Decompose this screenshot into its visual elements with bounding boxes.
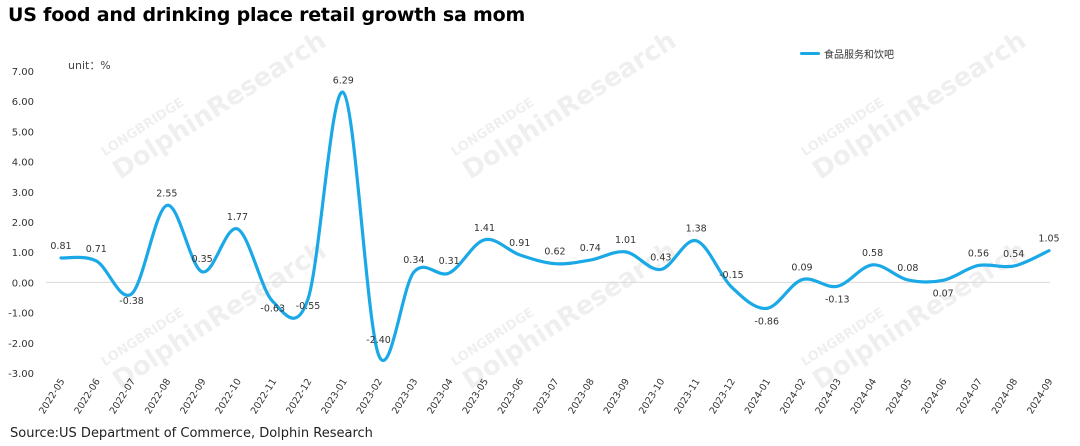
data-label: -2.40 [366, 335, 391, 346]
x-tick-label: 2024-07 [955, 377, 985, 416]
watermark-line2: DolphinResearch [457, 26, 681, 186]
data-label: -0.15 [719, 270, 744, 281]
data-label: 0.56 [968, 248, 989, 259]
legend-label: 食品服务和饮吧 [824, 50, 894, 61]
x-tick-label: 2023-04 [425, 377, 455, 416]
data-label: 0.35 [192, 254, 213, 265]
watermark-line2: DolphinResearch [807, 26, 1031, 186]
data-label: -0.55 [296, 301, 321, 312]
data-label: 0.08 [897, 263, 918, 274]
y-tick-label: 0.00 [12, 278, 34, 289]
unit-label: unit：% [68, 59, 111, 72]
y-tick-label: -2.00 [8, 339, 34, 350]
x-tick-label: 2024-01 [743, 377, 773, 416]
x-tick-label: 2022-05 [37, 377, 67, 416]
x-tick-label: 2023-12 [708, 377, 738, 416]
y-tick-label: 3.00 [12, 188, 34, 199]
x-tick-label: 2024-04 [849, 377, 879, 416]
x-tick-label: 2024-06 [919, 377, 949, 416]
data-label: 1.05 [1038, 234, 1059, 245]
data-label: 1.01 [615, 235, 636, 246]
x-tick-label: 2022-06 [72, 377, 102, 416]
data-label: 2.55 [156, 188, 177, 199]
x-tick-label: 2022-08 [143, 377, 173, 416]
x-tick-label: 2024-08 [990, 377, 1020, 416]
y-tick-label: 2.00 [12, 218, 34, 229]
data-label: 0.91 [509, 238, 530, 249]
x-tick-label: 2023-07 [531, 377, 561, 416]
watermark-line2: DolphinResearch [807, 236, 1031, 396]
data-label: 0.71 [86, 244, 107, 255]
y-tick-label: 1.00 [12, 248, 34, 259]
y-tick-label: -1.00 [8, 309, 34, 320]
data-label: 0.62 [544, 247, 565, 258]
data-label: -0.38 [119, 296, 144, 307]
watermark-line2: DolphinResearch [457, 236, 681, 396]
y-tick-label: 6.00 [12, 97, 34, 108]
x-tick-label: 2023-08 [566, 377, 596, 416]
data-label: 0.43 [650, 252, 671, 263]
x-tick-label: 2023-01 [319, 377, 349, 416]
data-label: 0.74 [580, 243, 601, 254]
x-tick-label: 2024-02 [778, 377, 808, 416]
data-label: 0.07 [933, 288, 954, 299]
x-tick-label: 2022-10 [214, 377, 244, 416]
series-line [59, 90, 1051, 362]
x-tick-label: 2023-09 [602, 377, 632, 416]
x-tick-label: 2023-11 [672, 377, 702, 416]
data-label: -0.63 [260, 303, 285, 314]
data-label: 1.77 [227, 212, 248, 223]
x-tick-label: 2023-02 [355, 377, 385, 416]
data-label: 0.54 [1003, 249, 1024, 260]
data-label: -0.13 [825, 294, 850, 305]
watermark-line2: DolphinResearch [107, 26, 331, 186]
y-tick-label: -3.00 [8, 369, 34, 380]
y-tick-label: 4.00 [12, 158, 34, 169]
data-label: 0.09 [791, 263, 812, 274]
x-tick-label: 2024-05 [884, 377, 914, 416]
data-label: 1.41 [474, 223, 495, 234]
data-label: 0.58 [862, 248, 883, 259]
data-label: 0.31 [439, 256, 460, 267]
y-tick-label: 5.00 [12, 127, 34, 138]
legend-swatch [800, 52, 820, 55]
source-note: Source:US Department of Commerce, Dolphi… [10, 426, 373, 441]
data-label: 6.29 [333, 75, 354, 86]
x-tick-label: 2022-11 [249, 377, 279, 416]
legend: 食品服务和饮吧 [800, 46, 894, 61]
x-tick-label: 2023-06 [496, 377, 526, 416]
x-tick-label: 2022-09 [178, 377, 208, 416]
data-label: -0.86 [754, 316, 779, 327]
x-tick-label: 2022-12 [284, 377, 314, 416]
x-tick-label: 2023-10 [637, 377, 667, 416]
data-label: 0.34 [403, 255, 424, 266]
y-tick-label: 7.00 [12, 67, 34, 78]
x-tick-label: 2023-03 [390, 377, 420, 416]
data-label: 0.81 [50, 241, 71, 252]
x-tick-label: 2024-09 [1025, 377, 1055, 416]
chart-title: US food and drinking place retail growth… [8, 4, 526, 26]
data-label: 1.38 [686, 224, 707, 235]
